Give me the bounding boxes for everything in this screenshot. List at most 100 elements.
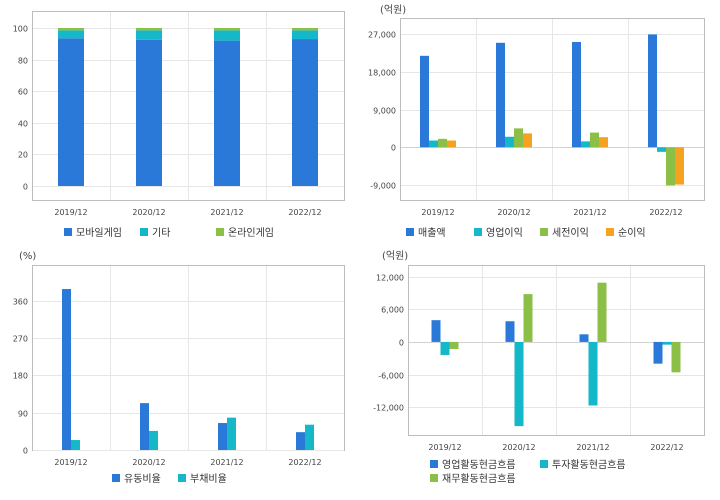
bar xyxy=(58,30,84,39)
y-tick-label: -6,000 xyxy=(378,372,404,381)
y-tick-label: 0 xyxy=(391,144,396,153)
bar xyxy=(648,34,657,148)
bar xyxy=(62,289,71,450)
bar xyxy=(590,132,599,148)
y-tick-label: -9,000 xyxy=(370,182,396,191)
bar xyxy=(140,403,149,450)
bar xyxy=(675,147,684,185)
bar xyxy=(572,41,581,148)
legend-swatch xyxy=(406,228,414,236)
chart-stability-ratios: 0 90 180 270 360 2019/12 2020/12 2021/12 2022/12… xyxy=(0,248,360,496)
bar xyxy=(136,30,162,40)
y-tick-label: 12,000 xyxy=(376,274,404,283)
bar xyxy=(292,39,318,187)
bar xyxy=(653,341,663,364)
x-tick-label: 2022/12 xyxy=(288,208,321,217)
bar xyxy=(58,38,84,186)
legend-swatch xyxy=(430,474,438,482)
chart-svg-stability-ratios: 0 90 180 270 360 2019/12 2020/12 2021/12 2022/12… xyxy=(13,251,345,485)
chart-income-summary: 27,000 18,000 9,000 0 -9,000 2019/12 2020/12 20… xyxy=(360,0,720,248)
legend-label: 순이익 xyxy=(618,227,646,239)
x-tick-label: 2020/12 xyxy=(132,458,165,467)
legend-swatch xyxy=(178,474,186,482)
chart-svg-revenue-composition: 0 20 40 60 80 100 2019/12 2020/12 2021/12 2022/12… xyxy=(13,11,345,239)
bar xyxy=(214,30,240,41)
bar xyxy=(227,417,236,450)
bar xyxy=(449,341,459,349)
bar xyxy=(438,138,447,148)
x-tick-label: 2020/12 xyxy=(502,443,535,452)
bar xyxy=(296,432,305,450)
bar xyxy=(496,42,505,148)
x-tick-label: 2021/12 xyxy=(573,208,606,217)
bar xyxy=(666,147,675,186)
legend-label: 영업이익 xyxy=(486,226,523,239)
unit-label: (억원) xyxy=(382,250,408,262)
bar xyxy=(657,147,666,152)
legend-swatch xyxy=(606,228,614,236)
bar xyxy=(505,321,515,342)
x-tick-label: 2021/12 xyxy=(576,443,609,452)
bar xyxy=(431,320,441,342)
x-tick-label: 2020/12 xyxy=(132,208,165,217)
y-tick-label: 0 xyxy=(399,339,404,348)
y-tick-label: -12,000 xyxy=(373,404,404,413)
unit-label: (%) xyxy=(19,251,36,262)
legend-swatch xyxy=(64,228,72,236)
y-tick-label: 60 xyxy=(18,88,28,97)
legend-swatch xyxy=(140,228,148,236)
y-tick-label: 18,000 xyxy=(368,69,396,78)
x-tick-label: 2022/12 xyxy=(649,208,682,217)
bar xyxy=(429,140,438,148)
legend-label: 세전이익 xyxy=(552,227,589,239)
y-tick-label: 100 xyxy=(13,25,28,34)
unit-label: (억원) xyxy=(380,4,406,16)
x-tick-label: 2019/12 xyxy=(428,443,461,452)
chart-svg-income-summary: 27,000 18,000 9,000 0 -9,000 2019/12 2020/12 20… xyxy=(368,4,705,239)
bar xyxy=(579,334,589,342)
x-tick-label: 2019/12 xyxy=(421,208,454,217)
bar xyxy=(523,133,532,148)
x-tick-label: 2020/12 xyxy=(497,208,530,217)
bar xyxy=(136,39,162,186)
bar xyxy=(305,424,314,450)
x-tick-label: 2019/12 xyxy=(54,458,87,467)
x-tick-label: 2022/12 xyxy=(288,458,321,467)
x-tick-label: 2021/12 xyxy=(210,208,243,217)
bar xyxy=(214,40,240,186)
bar xyxy=(149,430,158,450)
bar xyxy=(671,341,681,373)
bar xyxy=(514,341,524,427)
y-tick-label: 80 xyxy=(18,57,28,66)
chart-revenue-composition: 0 20 40 60 80 100 2019/12 2020/12 2021/12 2022/12… xyxy=(0,0,360,248)
y-tick-label: 6,000 xyxy=(381,306,404,315)
bar xyxy=(58,28,84,31)
bar xyxy=(599,137,608,148)
legend-label: 온라인게임 xyxy=(228,226,274,239)
legend-swatch xyxy=(430,460,438,468)
x-tick-label: 2019/12 xyxy=(54,208,87,217)
y-tick-label: 27,000 xyxy=(368,31,396,40)
legend-label: 부채비율 xyxy=(190,473,227,485)
bar xyxy=(597,282,607,342)
bar xyxy=(662,341,672,345)
bar xyxy=(440,341,450,355)
legend-label: 매출액 xyxy=(418,227,446,239)
legend-label: 기타 xyxy=(152,227,170,239)
bar xyxy=(514,128,523,148)
bar xyxy=(505,136,514,148)
bar xyxy=(523,294,533,342)
legend-swatch xyxy=(540,228,548,236)
bar xyxy=(581,141,590,148)
x-tick-label: 2022/12 xyxy=(650,443,683,452)
legend-label: 영업활동현금흐름 xyxy=(442,458,516,471)
y-tick-label: 40 xyxy=(18,120,28,129)
bar xyxy=(218,423,227,450)
legend-swatch xyxy=(474,228,482,236)
bar xyxy=(292,30,318,40)
legend-label: 투자활동현금흐름 xyxy=(552,458,626,471)
legend-label: 모바일게임 xyxy=(76,226,122,239)
bar xyxy=(214,28,240,31)
legend-swatch xyxy=(216,228,224,236)
chart-svg-cash-flows: 12,000 6,000 0 -6,000 -12,000 2019/12 2020/12 2… xyxy=(373,250,705,485)
